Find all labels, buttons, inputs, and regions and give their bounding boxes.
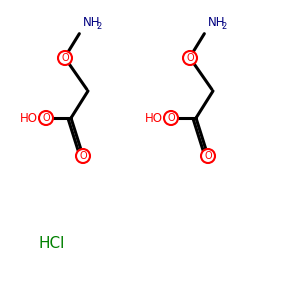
Text: O: O bbox=[167, 113, 175, 123]
Text: O: O bbox=[42, 113, 50, 123]
Circle shape bbox=[39, 111, 53, 125]
Text: NH: NH bbox=[83, 17, 100, 30]
Text: O: O bbox=[204, 151, 212, 161]
Text: O: O bbox=[186, 53, 194, 63]
Text: NH: NH bbox=[208, 17, 226, 30]
Circle shape bbox=[201, 149, 215, 163]
Text: 2: 2 bbox=[221, 22, 227, 31]
Text: HO: HO bbox=[145, 112, 163, 124]
Circle shape bbox=[76, 149, 90, 163]
Text: O: O bbox=[61, 53, 69, 63]
Circle shape bbox=[164, 111, 178, 125]
Text: O: O bbox=[79, 151, 87, 161]
Circle shape bbox=[58, 51, 72, 65]
Text: 2: 2 bbox=[97, 22, 102, 31]
Text: HCl: HCl bbox=[39, 235, 65, 250]
Text: HO: HO bbox=[20, 112, 38, 124]
Circle shape bbox=[183, 51, 197, 65]
